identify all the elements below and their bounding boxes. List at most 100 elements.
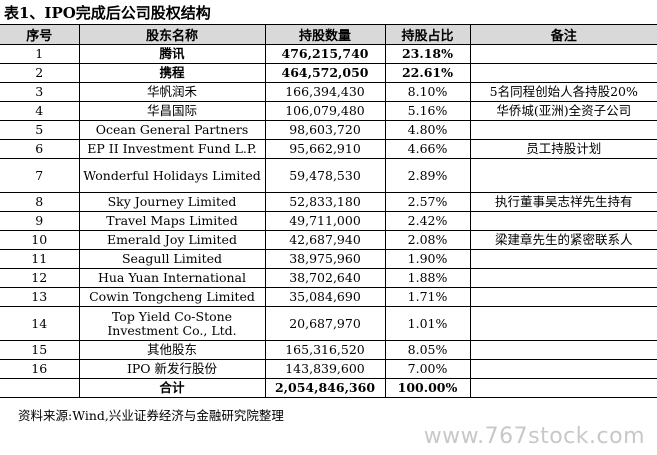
share-count-cell: 38,702,640	[265, 268, 386, 288]
share-count-cell: 95,662,910	[265, 139, 386, 159]
table-row: 11 Seagull Limited 38,975,960 1.90%	[0, 249, 657, 269]
table-row: 14 Top Yield Co-Stone Investment Co., Ltd…	[0, 306, 657, 341]
shareholder-name-cell: EP II Investment Fund L.P.	[79, 139, 266, 159]
table-row: 5 Ocean General Partners 98,603,720 4.80%	[0, 120, 657, 140]
shareholder-name-cell: Emerald Joy Limited	[79, 230, 266, 250]
share-ratio-cell: 8.10%	[385, 82, 471, 102]
table-title: 表1、IPO完成后公司股权结构	[4, 4, 211, 22]
remark-cell	[470, 211, 657, 231]
row-number-cell: 7	[0, 158, 80, 193]
share-ratio-cell: 22.61%	[385, 63, 471, 83]
row-number-cell: 13	[0, 287, 80, 307]
share-ratio-cell: 1.88%	[385, 268, 471, 288]
share-ratio-cell: 23.18%	[385, 44, 471, 64]
row-number-cell: 5	[0, 120, 80, 140]
row-number-cell: 2	[0, 63, 80, 83]
row-number-cell: 14	[0, 306, 80, 341]
share-ratio-cell: 1.01%	[385, 306, 471, 341]
share-count-cell: 59,478,530	[265, 158, 386, 193]
share-ratio-cell: 2.89%	[385, 158, 471, 193]
share-ratio-cell: 1.71%	[385, 287, 471, 307]
share-ratio-cell: 4.80%	[385, 120, 471, 140]
remark-cell	[470, 340, 657, 360]
remark-cell: 梁建章先生的紧密联系人	[470, 230, 657, 250]
share-count-cell: 20,687,970	[265, 306, 386, 341]
table-row: 15 其他股东 165,316,520 8.05%	[0, 340, 657, 360]
share-ratio-cell: 7.00%	[385, 359, 471, 379]
share-count-cell: 38,975,960	[265, 249, 386, 269]
table-row: 9 Travel Maps Limited 49,711,000 2.42%	[0, 211, 657, 231]
shareholder-name-cell: Ocean General Partners	[79, 120, 266, 140]
remark-cell	[470, 249, 657, 269]
shareholder-name-cell: 腾讯	[79, 44, 266, 64]
row-number-cell: 10	[0, 230, 80, 250]
share-count-cell: 49,711,000	[265, 211, 386, 231]
row-number-cell: 4	[0, 101, 80, 121]
total-note-cell	[470, 378, 657, 398]
remark-cell	[470, 63, 657, 83]
row-number-cell: 1	[0, 44, 80, 64]
watermark: www.767stock.com	[423, 424, 645, 449]
share-count-cell: 464,572,050	[265, 63, 386, 83]
header-ratio: 持股占比	[385, 24, 471, 45]
share-count-cell: 98,603,720	[265, 120, 386, 140]
total-label-cell: 合计	[79, 378, 266, 398]
remark-cell: 华侨城(亚洲)全资子公司	[470, 101, 657, 121]
share-ratio-cell: 8.05%	[385, 340, 471, 360]
share-count-cell: 166,394,430	[265, 82, 386, 102]
share-count-cell: 165,316,520	[265, 340, 386, 360]
shareholding-table: 序号 股东名称 持股数量 持股占比 备注 1 腾讯 476,215,740 23.18…	[0, 24, 657, 398]
share-count-cell: 476,215,740	[265, 44, 386, 64]
header-no: 序号	[0, 24, 80, 45]
remark-cell	[470, 359, 657, 379]
row-number-cell: 8	[0, 192, 80, 212]
total-ratio-cell: 100.00%	[385, 378, 471, 398]
row-number-cell: 3	[0, 82, 80, 102]
row-number-cell: 9	[0, 211, 80, 231]
share-ratio-cell: 1.90%	[385, 249, 471, 269]
share-ratio-cell: 2.57%	[385, 192, 471, 212]
share-count-cell: 42,687,940	[265, 230, 386, 250]
share-ratio-cell: 5.16%	[385, 101, 471, 121]
share-count-cell: 143,839,600	[265, 359, 386, 379]
table-body: 1 腾讯 476,215,740 23.18% 2 携程 464,572,050 22.61%…	[0, 44, 657, 398]
row-number-cell: 6	[0, 139, 80, 159]
row-number-cell: 12	[0, 268, 80, 288]
table-row: 4 华昌国际 106,079,480 5.16% 华侨城(亚洲)全资子公司	[0, 101, 657, 121]
shareholder-name-cell: IPO 新发行股份	[79, 359, 266, 379]
table-row: 1 腾讯 476,215,740 23.18%	[0, 44, 657, 64]
share-ratio-cell: 4.66%	[385, 139, 471, 159]
remark-cell	[470, 44, 657, 64]
shareholder-name-cell: Top Yield Co-Stone Investment Co., Ltd.	[79, 306, 266, 341]
row-number-cell: 15	[0, 340, 80, 360]
shareholder-name-cell: 华帆润禾	[79, 82, 266, 102]
share-ratio-cell: 2.42%	[385, 211, 471, 231]
shareholder-name-cell: Travel Maps Limited	[79, 211, 266, 231]
shareholder-name-cell: 其他股东	[79, 340, 266, 360]
share-ratio-cell: 2.08%	[385, 230, 471, 250]
table-row: 12 Hua Yuan International 38,702,640 1.88%	[0, 268, 657, 288]
table-row: 8 Sky Journey Limited 52,833,180 2.57% 执行董事吴…	[0, 192, 657, 212]
remark-cell: 员工持股计划	[470, 139, 657, 159]
total-blank-cell	[0, 378, 80, 398]
shareholder-name-cell: Hua Yuan International	[79, 268, 266, 288]
remark-cell	[470, 306, 657, 341]
shareholder-name-cell: Sky Journey Limited	[79, 192, 266, 212]
remark-cell	[470, 268, 657, 288]
total-row: 合计 2,054,846,360 100.00%	[0, 378, 657, 398]
total-shares-cell: 2,054,846,360	[265, 378, 386, 398]
shareholder-name-cell: 携程	[79, 63, 266, 83]
remark-cell	[470, 287, 657, 307]
header-shares: 持股数量	[265, 24, 386, 45]
table-row: 2 携程 464,572,050 22.61%	[0, 63, 657, 83]
remark-cell	[470, 158, 657, 193]
shareholder-name-cell: Wonderful Holidays Limited	[79, 158, 266, 193]
source-note: 资料来源:Wind,兴业证券经济与金融研究院整理	[18, 408, 284, 423]
shareholder-name-cell: Cowin Tongcheng Limited	[79, 287, 266, 307]
row-number-cell: 16	[0, 359, 80, 379]
shareholder-name-cell: 华昌国际	[79, 101, 266, 121]
table-row: 6 EP II Investment Fund L.P. 95,662,910 4.6…	[0, 139, 657, 159]
share-count-cell: 106,079,480	[265, 101, 386, 121]
table-row: 16 IPO 新发行股份 143,839,600 7.00%	[0, 359, 657, 379]
table-row: 7 Wonderful Holidays Limited 59,478,530 2.8…	[0, 158, 657, 193]
